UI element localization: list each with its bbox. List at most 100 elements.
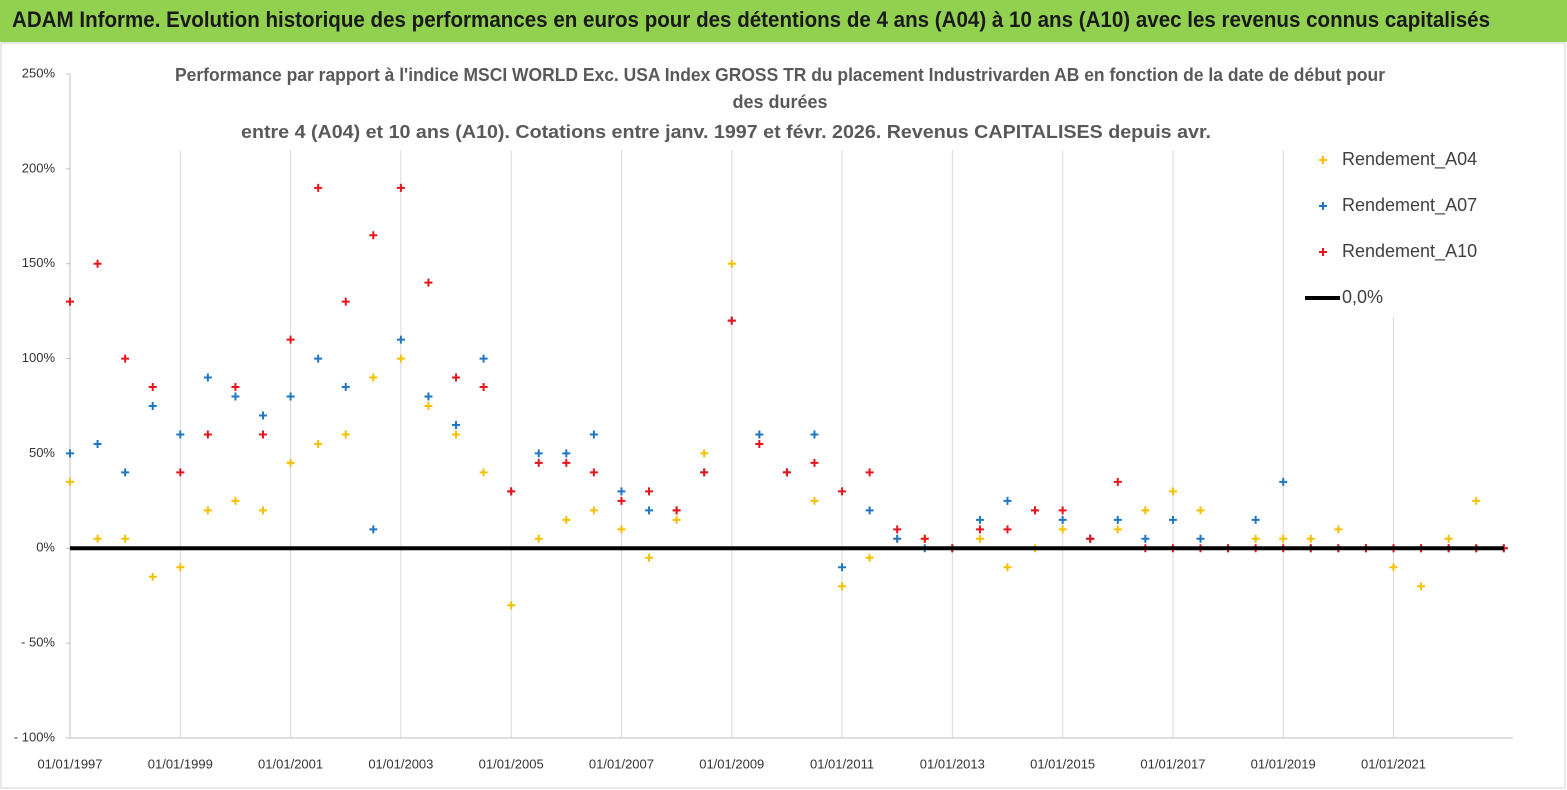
chart-title: des durées (732, 92, 827, 112)
point (782, 468, 791, 477)
point (617, 525, 626, 534)
chart-frame (0, 42, 1566, 789)
point (231, 496, 240, 505)
point (865, 553, 874, 562)
point (176, 468, 185, 477)
point (121, 534, 130, 543)
y-tick-label: - 100% (14, 729, 56, 744)
point (479, 354, 488, 363)
x-tick-label: 01/01/1997 (37, 756, 102, 771)
point (314, 439, 323, 448)
point (1141, 506, 1150, 515)
series (66, 259, 1481, 610)
x-tick-label: 01/01/2019 (1251, 756, 1316, 771)
point (148, 572, 157, 581)
x-tick-label: 01/01/1999 (148, 756, 213, 771)
point (314, 354, 323, 363)
point (865, 506, 874, 515)
x-tick-label: 01/01/2003 (368, 756, 433, 771)
legend-marker (1319, 202, 1327, 210)
point (975, 534, 984, 543)
point (314, 183, 323, 192)
point (1003, 563, 1012, 572)
point (838, 563, 847, 572)
point (1251, 515, 1260, 524)
point (1113, 477, 1122, 486)
point (672, 506, 681, 515)
point (1058, 515, 1067, 524)
point (727, 316, 736, 325)
point (1251, 534, 1260, 543)
point (975, 525, 984, 534)
point (1196, 506, 1205, 515)
point (452, 420, 461, 429)
point (148, 402, 157, 410)
point (755, 430, 764, 439)
point (231, 383, 240, 392)
point (838, 582, 847, 591)
x-tick-label: 01/01/2005 (479, 756, 544, 771)
point (1058, 525, 1067, 534)
point (452, 373, 461, 382)
point (121, 468, 130, 477)
point (424, 402, 433, 410)
y-tick-label: 0% (36, 540, 55, 555)
point (1389, 563, 1398, 572)
header-title: ADAM Informe. Evolution historique des p… (12, 7, 1490, 32)
point (231, 392, 240, 401)
point (810, 430, 819, 439)
chart-title: entre 4 (A04) et 10 ans (A10). Cotations… (241, 122, 1211, 142)
y-tick-label: 100% (22, 350, 56, 365)
x-tick-label: 01/01/2009 (699, 756, 764, 771)
point (1279, 534, 1288, 543)
x-tick-label: 01/01/2011 (810, 756, 874, 771)
point (865, 468, 874, 477)
point (424, 278, 433, 287)
point (93, 439, 102, 448)
point (396, 354, 405, 363)
point (1113, 515, 1122, 524)
point (507, 487, 516, 496)
point (1417, 582, 1426, 591)
point (259, 430, 268, 439)
point (534, 458, 543, 467)
point (1031, 506, 1040, 515)
point (810, 496, 819, 505)
point (1141, 534, 1150, 543)
point (810, 458, 819, 467)
point (396, 335, 405, 344)
point (203, 373, 212, 382)
point (369, 231, 378, 240)
point (121, 354, 130, 363)
point (645, 487, 654, 496)
legend-label: Rendement_A07 (1342, 195, 1477, 216)
point (93, 259, 102, 268)
point (700, 449, 709, 458)
point (66, 477, 74, 486)
point (1168, 515, 1177, 524)
header-bar (0, 0, 1567, 42)
point (562, 458, 571, 467)
point (424, 392, 433, 401)
point (176, 430, 185, 439)
x-tick-label: 01/01/2021 (1361, 756, 1426, 771)
point (479, 468, 488, 477)
point (534, 449, 543, 458)
point (1086, 534, 1095, 543)
point (645, 553, 654, 562)
x-tick-label: 01/01/2007 (589, 756, 654, 771)
point (672, 515, 681, 524)
point (920, 534, 929, 543)
x-tick-label: 01/01/2001 (258, 756, 323, 771)
point (562, 515, 571, 524)
x-tick-label: 01/01/2013 (920, 756, 985, 771)
point (396, 183, 405, 192)
point (1003, 496, 1012, 505)
point (66, 449, 74, 458)
point (1168, 487, 1177, 496)
point (645, 506, 654, 515)
point (203, 430, 212, 439)
point (1472, 496, 1481, 505)
point (1058, 506, 1067, 515)
